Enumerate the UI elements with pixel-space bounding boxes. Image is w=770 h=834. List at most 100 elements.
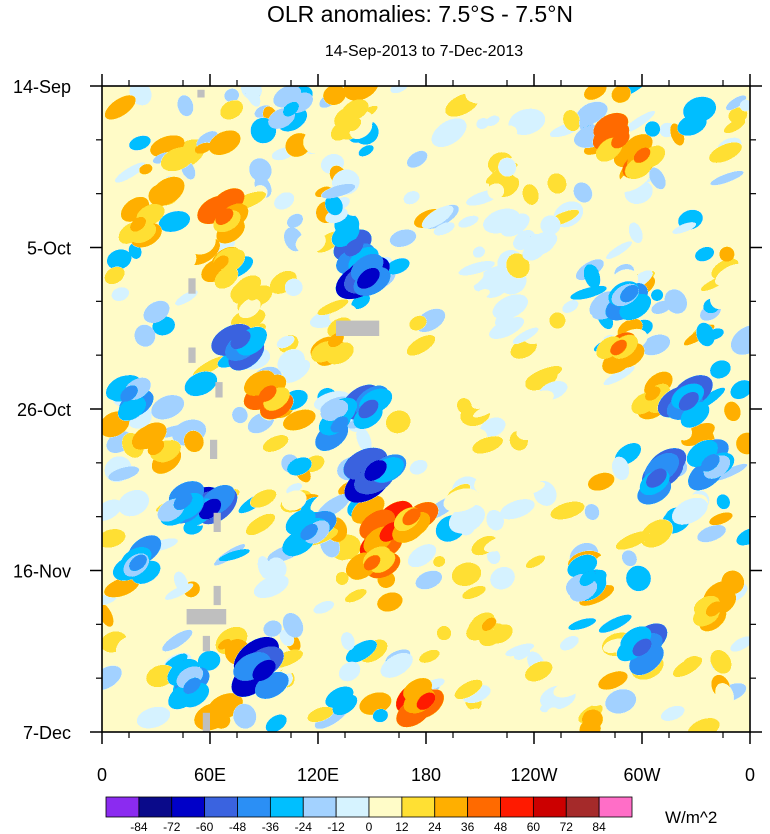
anomaly-cell xyxy=(556,240,575,255)
missing-data-cell xyxy=(336,320,380,336)
anomaly-cell xyxy=(389,229,417,248)
chart-title: OLR anomalies: 7.5°S - 7.5°N xyxy=(267,1,573,27)
anomaly-cell xyxy=(481,617,497,632)
anomaly-cell xyxy=(218,548,250,562)
anomaly-cell xyxy=(474,288,491,300)
anomaly-cell xyxy=(338,661,361,682)
anomaly-cell xyxy=(317,299,349,316)
colorbar-label: -48 xyxy=(229,820,247,834)
anomaly-cell xyxy=(724,401,741,422)
anomaly-cell xyxy=(173,571,188,592)
anomaly-cell xyxy=(575,461,599,473)
anomaly-cell xyxy=(274,192,295,210)
anomaly-cell xyxy=(524,661,553,682)
colorbar-swatch xyxy=(500,796,534,818)
anomaly-cell xyxy=(611,456,630,481)
anomaly-cell xyxy=(688,571,714,586)
anomaly-cell xyxy=(151,394,185,420)
anomaly-cell xyxy=(114,162,146,183)
anomaly-cell xyxy=(175,290,198,306)
anomaly-cell xyxy=(247,286,263,301)
anomaly-cell xyxy=(313,600,335,614)
anomaly-cell xyxy=(116,635,148,662)
colorbar-label: -60 xyxy=(196,820,214,834)
anomaly-cell xyxy=(232,406,248,424)
anomaly-cell xyxy=(233,703,257,729)
anomaly-cell xyxy=(117,489,150,517)
colorbar-swatch xyxy=(138,796,173,818)
y-axis: 14-Sep 5-Oct 26-Oct 16-Nov 7-Dec xyxy=(13,77,762,743)
anomaly-cell xyxy=(626,565,651,592)
colorbar-label: -72 xyxy=(163,820,181,834)
anomaly-cell xyxy=(710,360,731,379)
anomaly-cell xyxy=(158,210,191,233)
anomaly-cell xyxy=(509,154,533,180)
missing-data-cell xyxy=(197,89,205,98)
anomaly-cell xyxy=(409,459,428,475)
anomaly-cell xyxy=(419,649,440,663)
anomaly-cell xyxy=(111,287,129,301)
anomaly-cell xyxy=(165,248,197,275)
missing-data-cell xyxy=(213,585,221,606)
anomaly-cell xyxy=(598,671,628,690)
anomaly-cell xyxy=(162,629,193,652)
anomaly-cell xyxy=(415,570,443,590)
x-axis: 0 60E 120E 180 120W 60W 0 xyxy=(97,74,755,785)
anomaly-cell xyxy=(605,689,637,714)
anomaly-cell xyxy=(524,86,545,100)
colorbar-swatch xyxy=(434,796,469,818)
anomaly-cell xyxy=(347,192,383,216)
colorbar-label: 0 xyxy=(366,820,373,834)
anomaly-cell xyxy=(238,298,261,319)
anomaly-cell xyxy=(710,649,732,674)
anomaly-cell xyxy=(641,334,671,356)
anomaly-cell xyxy=(104,266,125,285)
anomaly-cell xyxy=(214,266,239,289)
anomaly-cell xyxy=(485,720,501,732)
colorbar-swatch xyxy=(532,796,567,818)
anomaly-cell xyxy=(332,694,358,716)
x-tick-label: 60W xyxy=(623,765,660,785)
anomaly-cell xyxy=(402,508,421,526)
anomaly-cell xyxy=(651,289,664,302)
anomaly-cell xyxy=(710,170,744,186)
anomaly-cell xyxy=(321,183,356,199)
x-tick-label: 0 xyxy=(745,765,755,785)
anomaly-cell xyxy=(136,706,171,729)
chart-subtitle: 14-Sep-2013 to 7-Dec-2013 xyxy=(325,43,523,60)
anomaly-cell xyxy=(506,686,520,697)
anomaly-cell xyxy=(560,635,579,651)
anomaly-cell xyxy=(708,142,743,163)
anomaly-cell xyxy=(492,294,529,320)
anomaly-cell xyxy=(454,679,483,700)
anomaly-cell xyxy=(218,639,232,650)
x-tick-label: 60E xyxy=(194,765,226,785)
anomaly-cell xyxy=(220,249,246,273)
anomaly-cell xyxy=(129,554,147,571)
anomaly-cell xyxy=(192,356,227,377)
anomaly-cell xyxy=(120,385,138,402)
anomaly-cell xyxy=(570,285,607,300)
y-tick-label: 14-Sep xyxy=(13,77,71,97)
anomaly-cell xyxy=(281,490,307,511)
anomaly-cell xyxy=(696,322,715,347)
anomaly-cell xyxy=(524,443,544,460)
anomaly-cell xyxy=(544,648,567,664)
anomaly-cell xyxy=(706,328,724,340)
anomaly-cell xyxy=(409,315,427,331)
anomaly-cell xyxy=(431,118,467,147)
anomaly-cell xyxy=(487,549,501,565)
anomaly-cell xyxy=(676,424,693,441)
anomaly-cell xyxy=(677,114,707,136)
anomaly-cell xyxy=(456,398,472,414)
colorbar-label: 84 xyxy=(592,820,606,834)
colorbar-swatch xyxy=(105,796,140,818)
anomaly-cell xyxy=(474,469,509,495)
anomaly-cell xyxy=(102,151,126,170)
anomaly-cell xyxy=(645,386,661,401)
anomaly-cell xyxy=(687,717,720,732)
colorbar-swatch xyxy=(565,796,600,818)
anomaly-cell xyxy=(458,215,479,228)
anomaly-cell xyxy=(486,509,505,531)
missing-data-cell xyxy=(215,382,223,398)
